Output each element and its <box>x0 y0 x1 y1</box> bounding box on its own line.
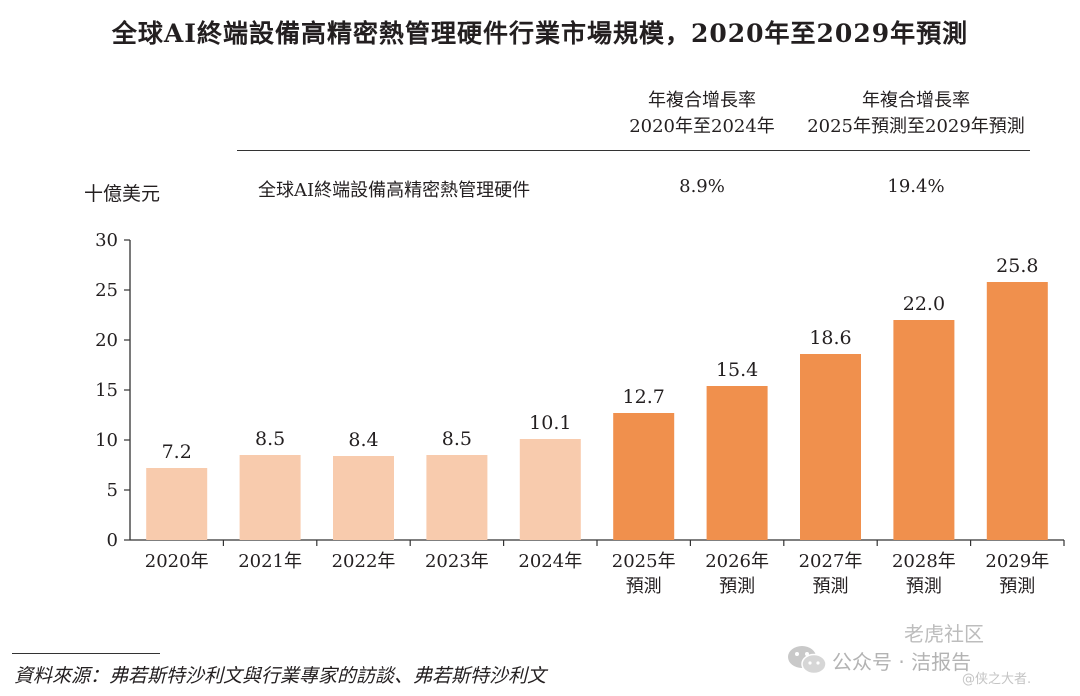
bar <box>893 320 955 540</box>
x-tick-label: 2025年 <box>612 551 676 572</box>
x-tick-label: 2020年 <box>145 551 209 572</box>
x-tick-label: 2029年 <box>985 551 1049 572</box>
bar-value-label: 8.4 <box>348 429 378 451</box>
cagr-header-forecast-line1: 年複合增長率 <box>862 90 970 111</box>
y-tick-label: 25 <box>95 280 118 301</box>
cagr-header-historical-line2: 2020年至2024年 <box>629 116 775 137</box>
x-tick-label: 2022年 <box>332 551 396 572</box>
watermark: 老虎社区 公众号 · 洁报告 @侠之大者. <box>786 618 1076 688</box>
x-tick-label: 預測 <box>999 576 1035 597</box>
bar-value-label: 7.2 <box>162 441 192 463</box>
bar-value-label: 10.1 <box>529 412 571 434</box>
cagr-header-historical-line1: 年複合增長率 <box>648 90 756 111</box>
y-tick-label: 10 <box>95 430 118 451</box>
watermark-line1: 老虎社区 <box>904 622 984 646</box>
bar-value-label: 15.4 <box>716 359 758 381</box>
bar-value-label: 22.0 <box>903 293 945 315</box>
y-axis-label: 十億美元 <box>84 183 160 205</box>
bar <box>800 354 861 540</box>
y-tick-label: 20 <box>95 330 118 351</box>
x-tick-label: 預測 <box>719 576 755 597</box>
wechat-icon <box>788 646 827 675</box>
y-tick-label: 15 <box>95 380 118 401</box>
cagr-header-forecast: 年複合增長率 2025年預測至2029年預測 <box>796 88 1036 140</box>
bar-value-label: 18.6 <box>809 327 851 349</box>
x-tick-label: 預測 <box>626 576 662 597</box>
bar-value-label: 8.5 <box>442 428 472 450</box>
x-tick-label: 2028年 <box>892 551 956 572</box>
cagr-row-label: 全球AI終端設備高精密熱管理硬件 <box>258 180 531 201</box>
bar <box>706 386 768 540</box>
x-tick-label: 2023年 <box>425 551 489 572</box>
y-tick-label: 5 <box>107 480 118 501</box>
x-tick-label: 預測 <box>906 576 942 597</box>
watermark-handle: @侠之大者. <box>962 672 1032 687</box>
bar-value-label: 25.8 <box>996 255 1038 277</box>
bar-value-label: 8.5 <box>255 428 285 450</box>
cagr-value-historical: 8.9% <box>679 176 725 197</box>
cagr-table-rule <box>237 150 1030 151</box>
chart-title: 全球AI終端設備高精密熱管理硬件行業市場規模，2020年至2029年預測 <box>111 19 969 48</box>
bar <box>519 439 581 540</box>
y-tick-label: 0 <box>107 530 118 551</box>
cagr-header-forecast-line2: 2025年預測至2029年預測 <box>807 116 1025 137</box>
bar <box>613 413 675 540</box>
x-tick-label: 2024年 <box>518 551 582 572</box>
bar <box>333 456 394 540</box>
cagr-value-forecast: 19.4% <box>887 176 945 197</box>
bar <box>146 468 208 540</box>
x-tick-label: 2026年 <box>705 551 769 572</box>
bar <box>239 455 301 540</box>
y-tick-label: 30 <box>95 230 118 251</box>
bar-value-label: 12.7 <box>623 386 665 408</box>
x-tick-label: 預測 <box>813 576 849 597</box>
source-note: 資料來源：弗若斯特沙利文與行業專家的訪談、弗若斯特沙利文 <box>14 665 547 687</box>
watermark-brand: 公众号 · 洁报告 <box>832 650 972 674</box>
x-tick-label: 2021年 <box>238 551 302 572</box>
cagr-header-historical: 年複合增長率 2020年至2024年 <box>612 88 792 140</box>
bar <box>426 455 488 540</box>
x-tick-label: 2027年 <box>799 551 863 572</box>
source-rule <box>12 653 160 654</box>
bar <box>986 282 1048 540</box>
